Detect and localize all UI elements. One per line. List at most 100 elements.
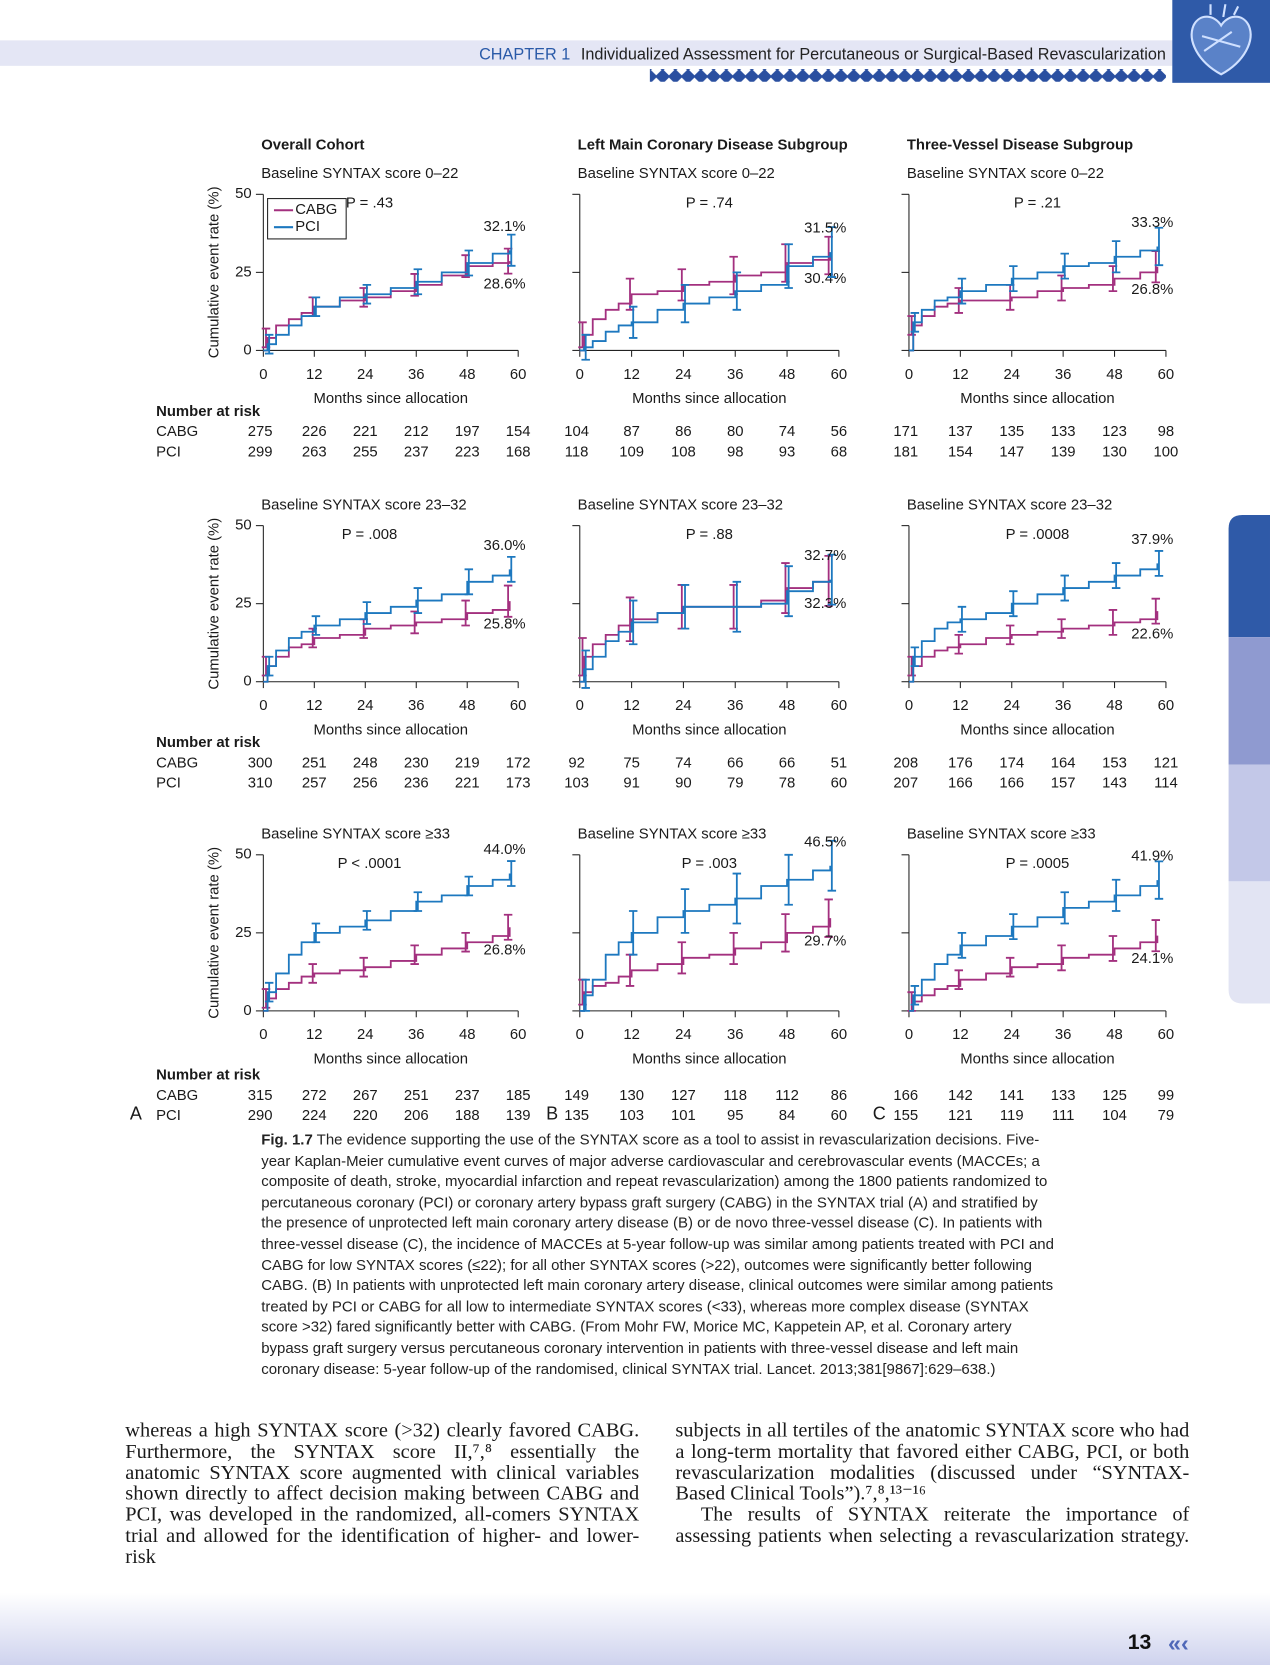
error-bar <box>507 233 516 267</box>
risk-number: 98 <box>1158 424 1175 440</box>
risk-number: 60 <box>831 776 848 792</box>
risk-number: 141 <box>999 1088 1024 1104</box>
error-bar <box>464 249 474 277</box>
risk-number: 101 <box>671 1108 696 1124</box>
error-bar <box>781 913 790 953</box>
error-bar <box>954 633 964 655</box>
y-tick-label: 0 <box>243 342 251 358</box>
x-tick-label: 24 <box>1003 367 1020 383</box>
risk-row-name: PCI <box>156 444 181 460</box>
risk-number: 172 <box>506 755 531 771</box>
km-curve <box>908 563 1159 683</box>
chapter-title: Individualized Assessment for Percutaneo… <box>580 45 1166 64</box>
error-bar <box>461 931 470 953</box>
x-axis-label: Months since allocation <box>632 1052 786 1068</box>
header-band <box>0 40 1173 66</box>
risk-number: 103 <box>564 776 589 792</box>
risk-number: 181 <box>893 444 918 460</box>
x-tick-label: 60 <box>1158 1027 1175 1043</box>
error-bar <box>954 969 964 990</box>
end-label: 32.7% <box>804 548 846 564</box>
page-arrows: «‹ <box>1168 1630 1189 1656</box>
x-tick-label: 60 <box>831 1027 848 1043</box>
end-label: 31.5% <box>804 221 846 237</box>
error-bar <box>1009 913 1018 940</box>
risk-number: 154 <box>948 444 973 460</box>
risk-number: 208 <box>893 755 918 771</box>
risk-number: 66 <box>727 755 744 771</box>
error-bar <box>1111 878 1121 912</box>
risk-number: 75 <box>623 755 640 771</box>
end-label: 24.1% <box>1131 951 1173 967</box>
km-curve <box>263 601 511 683</box>
risk-number: 104 <box>564 424 589 440</box>
x-tick-label: 48 <box>779 367 796 383</box>
panel-label: C <box>873 1104 886 1124</box>
risk-number: 56 <box>831 424 848 440</box>
risk-number: 299 <box>248 444 273 460</box>
risk-number: 188 <box>455 1108 480 1124</box>
x-axis-label: Months since allocation <box>314 722 468 738</box>
risk-number: 121 <box>948 1108 973 1124</box>
error-bar <box>503 913 513 941</box>
tab <box>1228 515 1270 638</box>
error-bar <box>311 615 321 636</box>
km-curve <box>263 873 511 1012</box>
risk-number: 166 <box>948 776 973 792</box>
heart-icon <box>1190 4 1252 76</box>
risk-number: 125 <box>1102 1088 1127 1104</box>
risk-number: 207 <box>893 776 918 792</box>
error-bar <box>957 931 967 959</box>
x-tick-label: 36 <box>1055 367 1072 383</box>
risk-number: 251 <box>404 1088 429 1104</box>
risk-number: 147 <box>999 444 1024 460</box>
x-tick-label: 48 <box>459 698 476 714</box>
risk-number: 171 <box>893 424 918 440</box>
error-bar <box>1060 574 1069 602</box>
error-bar <box>827 839 837 892</box>
y-tick-label: 50 <box>235 518 252 534</box>
x-tick-label: 60 <box>831 698 848 714</box>
end-label: 32.3% <box>804 596 846 612</box>
end-label: 30.4% <box>804 271 846 287</box>
x-tick-label: 12 <box>623 1027 640 1043</box>
chart-subtitle: Baseline SYNTAX score 23–32 <box>907 497 1112 513</box>
legend-label: PCI <box>295 219 320 235</box>
p-value: P < .0001 <box>338 856 402 872</box>
chart-title: Three-Vessel Disease Subgroup <box>907 137 1133 153</box>
risk-number: 137 <box>948 424 973 440</box>
x-axis-label: Months since allocation <box>960 1052 1114 1068</box>
error-bar <box>827 553 837 606</box>
x-axis-label: Months since allocation <box>960 722 1114 738</box>
error-bar <box>1154 550 1164 577</box>
x-tick-label: 36 <box>1055 698 1072 714</box>
error-bar <box>308 963 317 984</box>
risk-number: 108 <box>671 444 696 460</box>
x-tick-label: 0 <box>576 367 584 383</box>
error-bar <box>1154 226 1164 267</box>
x-tick-label: 36 <box>1055 1027 1072 1043</box>
end-label: 25.8% <box>483 616 525 632</box>
error-bar <box>362 910 372 931</box>
end-label: 29.7% <box>804 933 846 949</box>
x-tick-label: 60 <box>831 367 848 383</box>
error-bar <box>1009 590 1018 618</box>
risk-number: 236 <box>404 776 429 792</box>
risk-number: 176 <box>948 755 973 771</box>
x-axis-label: Months since allocation <box>314 1052 468 1068</box>
legend-box <box>267 198 347 240</box>
p-value: P = .43 <box>346 196 393 212</box>
error-bar <box>910 646 920 668</box>
end-label: 33.3% <box>1131 215 1173 231</box>
risk-row-name: CABG <box>156 424 198 440</box>
risk-number: 237 <box>455 1088 480 1104</box>
error-bar <box>311 296 321 317</box>
km-curve <box>908 935 1159 1012</box>
x-tick-label: 24 <box>675 698 692 714</box>
risk-number: 142 <box>948 1088 973 1104</box>
km-curve <box>263 927 511 1012</box>
x-tick-label: 12 <box>623 367 640 383</box>
page-number: 13 <box>1127 1631 1152 1655</box>
risk-number: 60 <box>831 1108 848 1124</box>
